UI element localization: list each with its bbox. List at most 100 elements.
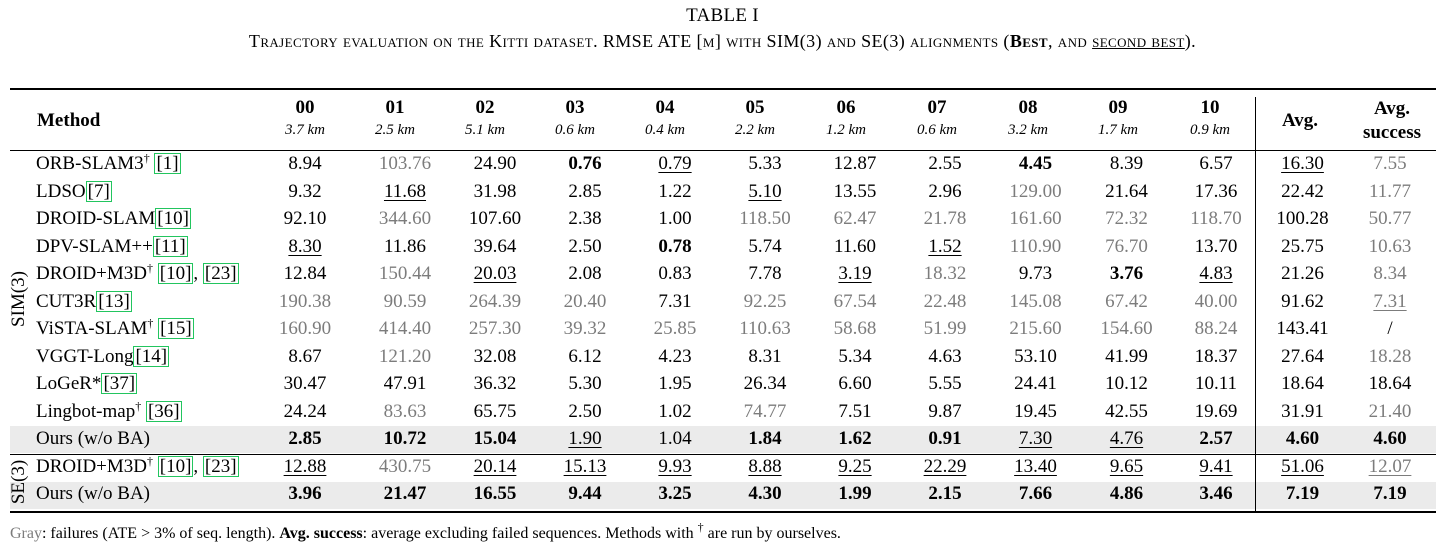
citation-link[interactable]: [10] [157,263,194,284]
table-cell: 42.55 [1081,398,1172,426]
ate-value: 11.86 [383,235,427,257]
table-cell: 0.79 [630,150,720,178]
sequence-length: 0.9 km [1190,122,1230,138]
table-cell: 24.24 [250,398,360,426]
sequence-length: 3.7 km [285,122,325,138]
table-cell: 2.57 [1172,425,1260,453]
ate-value: 15.13 [563,455,607,477]
table-row: VGGT-Long [14] 8.67 121.20 32.08 6.12 4.23 8.31… [10,343,1435,371]
avg-success-value: / [1387,318,1393,339]
table-cell: 11.68 [360,178,450,206]
table-row: DPV-SLAM++ [11] 8.30 11.86 39.64 2.50 0.78 5.74… [10,233,1435,261]
ate-value: 4.23 [658,345,692,367]
method-name: Ours (w/o BA) [36,428,150,449]
ate-value: 11.60 [833,235,877,257]
ate-value: 24.24 [283,400,327,422]
dagger-mark: † [147,316,154,330]
ate-value: 2.96 [928,180,962,202]
highlight-band-sim3 [10,426,1436,453]
table-cell: 18.28 [1345,343,1435,371]
citation-link[interactable]: [7] [85,180,112,202]
ate-value: 10.72 [383,428,427,449]
ate-value: 9.25 [838,455,872,477]
citation-link[interactable]: [10] [157,455,194,477]
ate-value: 12.87 [833,153,877,174]
ate-value: 2.08 [568,263,602,284]
ate-value: 0.83 [658,263,692,284]
ref-separator: , [193,263,203,284]
table-cell: 5.33 [720,150,810,178]
table-cell: 107.60 [450,205,540,233]
citation-link[interactable]: [23] [202,263,239,284]
group-rule [10,454,1436,455]
avg-success-value: 10.63 [1368,235,1412,257]
ate-value: 47.91 [383,373,427,394]
table-cell: 18.37 [1172,343,1260,371]
footnote-part1: : failures (ATE > 3% of seq. length). [41,525,280,542]
ate-value: 4.86 [1109,483,1144,504]
table-cell: 2.38 [540,205,630,233]
ate-value: 8.88 [748,455,782,477]
ate-value: 0.79 [658,153,692,174]
table-cell: 1.52 [900,233,990,261]
ate-value: 118.50 [739,208,791,229]
avg-header: Avg. [1281,110,1319,131]
table-cell: 3.76 [1081,260,1172,288]
sequence-length: 0.6 km [555,122,595,138]
ate-value: 190.38 [278,290,332,312]
table-cell: 2.15 [900,480,990,508]
citation-link[interactable]: [13] [96,290,132,312]
citation-link[interactable]: [1] [154,153,181,174]
table-cell: 414.40 [360,315,450,343]
table-cell: 4.60 [1345,425,1435,453]
avg-success-value: 7.55 [1373,153,1407,174]
avg-value: 31.91 [1281,400,1324,422]
sequence-length: 1.7 km [1098,122,1138,138]
table-cell: 145.08 [990,288,1081,316]
ate-value: 9.87 [928,400,962,422]
table-caption: Trajectory evaluation on the Kitti datas… [0,31,1445,52]
ate-value: 10.12 [1105,373,1148,394]
dagger-mark: † [147,261,153,275]
ate-value: 118.70 [1190,208,1242,229]
citation-link[interactable]: [36] [145,400,182,422]
table-cell: 39.32 [540,315,630,343]
ate-value: 5.10 [748,180,782,202]
sequence-id: 02 [475,97,495,118]
ate-value: 1.02 [658,400,692,422]
table-cell: 39.64 [450,233,540,261]
ate-value: 4.30 [748,483,782,504]
citation-link[interactable]: [11] [152,235,188,257]
ate-value: 20.03 [473,263,517,284]
citation-link[interactable]: [23] [202,455,239,477]
avg-value: 27.64 [1281,345,1324,367]
table-cell: 62.47 [810,205,900,233]
ate-value: 39.32 [563,318,607,339]
ate-value: 4.83 [1199,263,1233,284]
citation-link[interactable]: [15] [158,318,194,339]
method-cell: DROID+M3D† [10], [23] [10,453,250,481]
ate-value: 74.77 [743,400,787,422]
ate-value: 5.74 [748,235,782,257]
table-cell: 40.00 [1172,288,1260,316]
table-cell: 9.44 [540,480,630,508]
method-cell: LoGeR* [37] [10,370,250,398]
ate-value: 145.08 [1009,290,1062,312]
table-cell: 21.78 [900,205,990,233]
ate-value: 7.66 [1018,483,1053,504]
table-cell: 143.41 [1260,315,1345,343]
ate-value: 19.45 [1014,400,1057,422]
citation-link[interactable]: [14] [133,345,170,367]
ate-value: 6.60 [838,373,872,394]
sequence-id: 07 [927,97,947,118]
table-cell: 67.54 [810,288,900,316]
citation-link[interactable]: [10] [155,208,191,229]
table-cell: 12.07 [1345,453,1435,481]
ate-value: 25.85 [653,318,697,339]
table-cell: 7.19 [1260,480,1345,508]
sequence-header-10: 10 0.9 km [1165,97,1255,139]
citation-link[interactable]: [37] [101,373,138,394]
sequence-id: 01 [385,97,405,118]
table-cell: 6.57 [1172,150,1260,178]
table-cell: 7.55 [1345,150,1435,178]
